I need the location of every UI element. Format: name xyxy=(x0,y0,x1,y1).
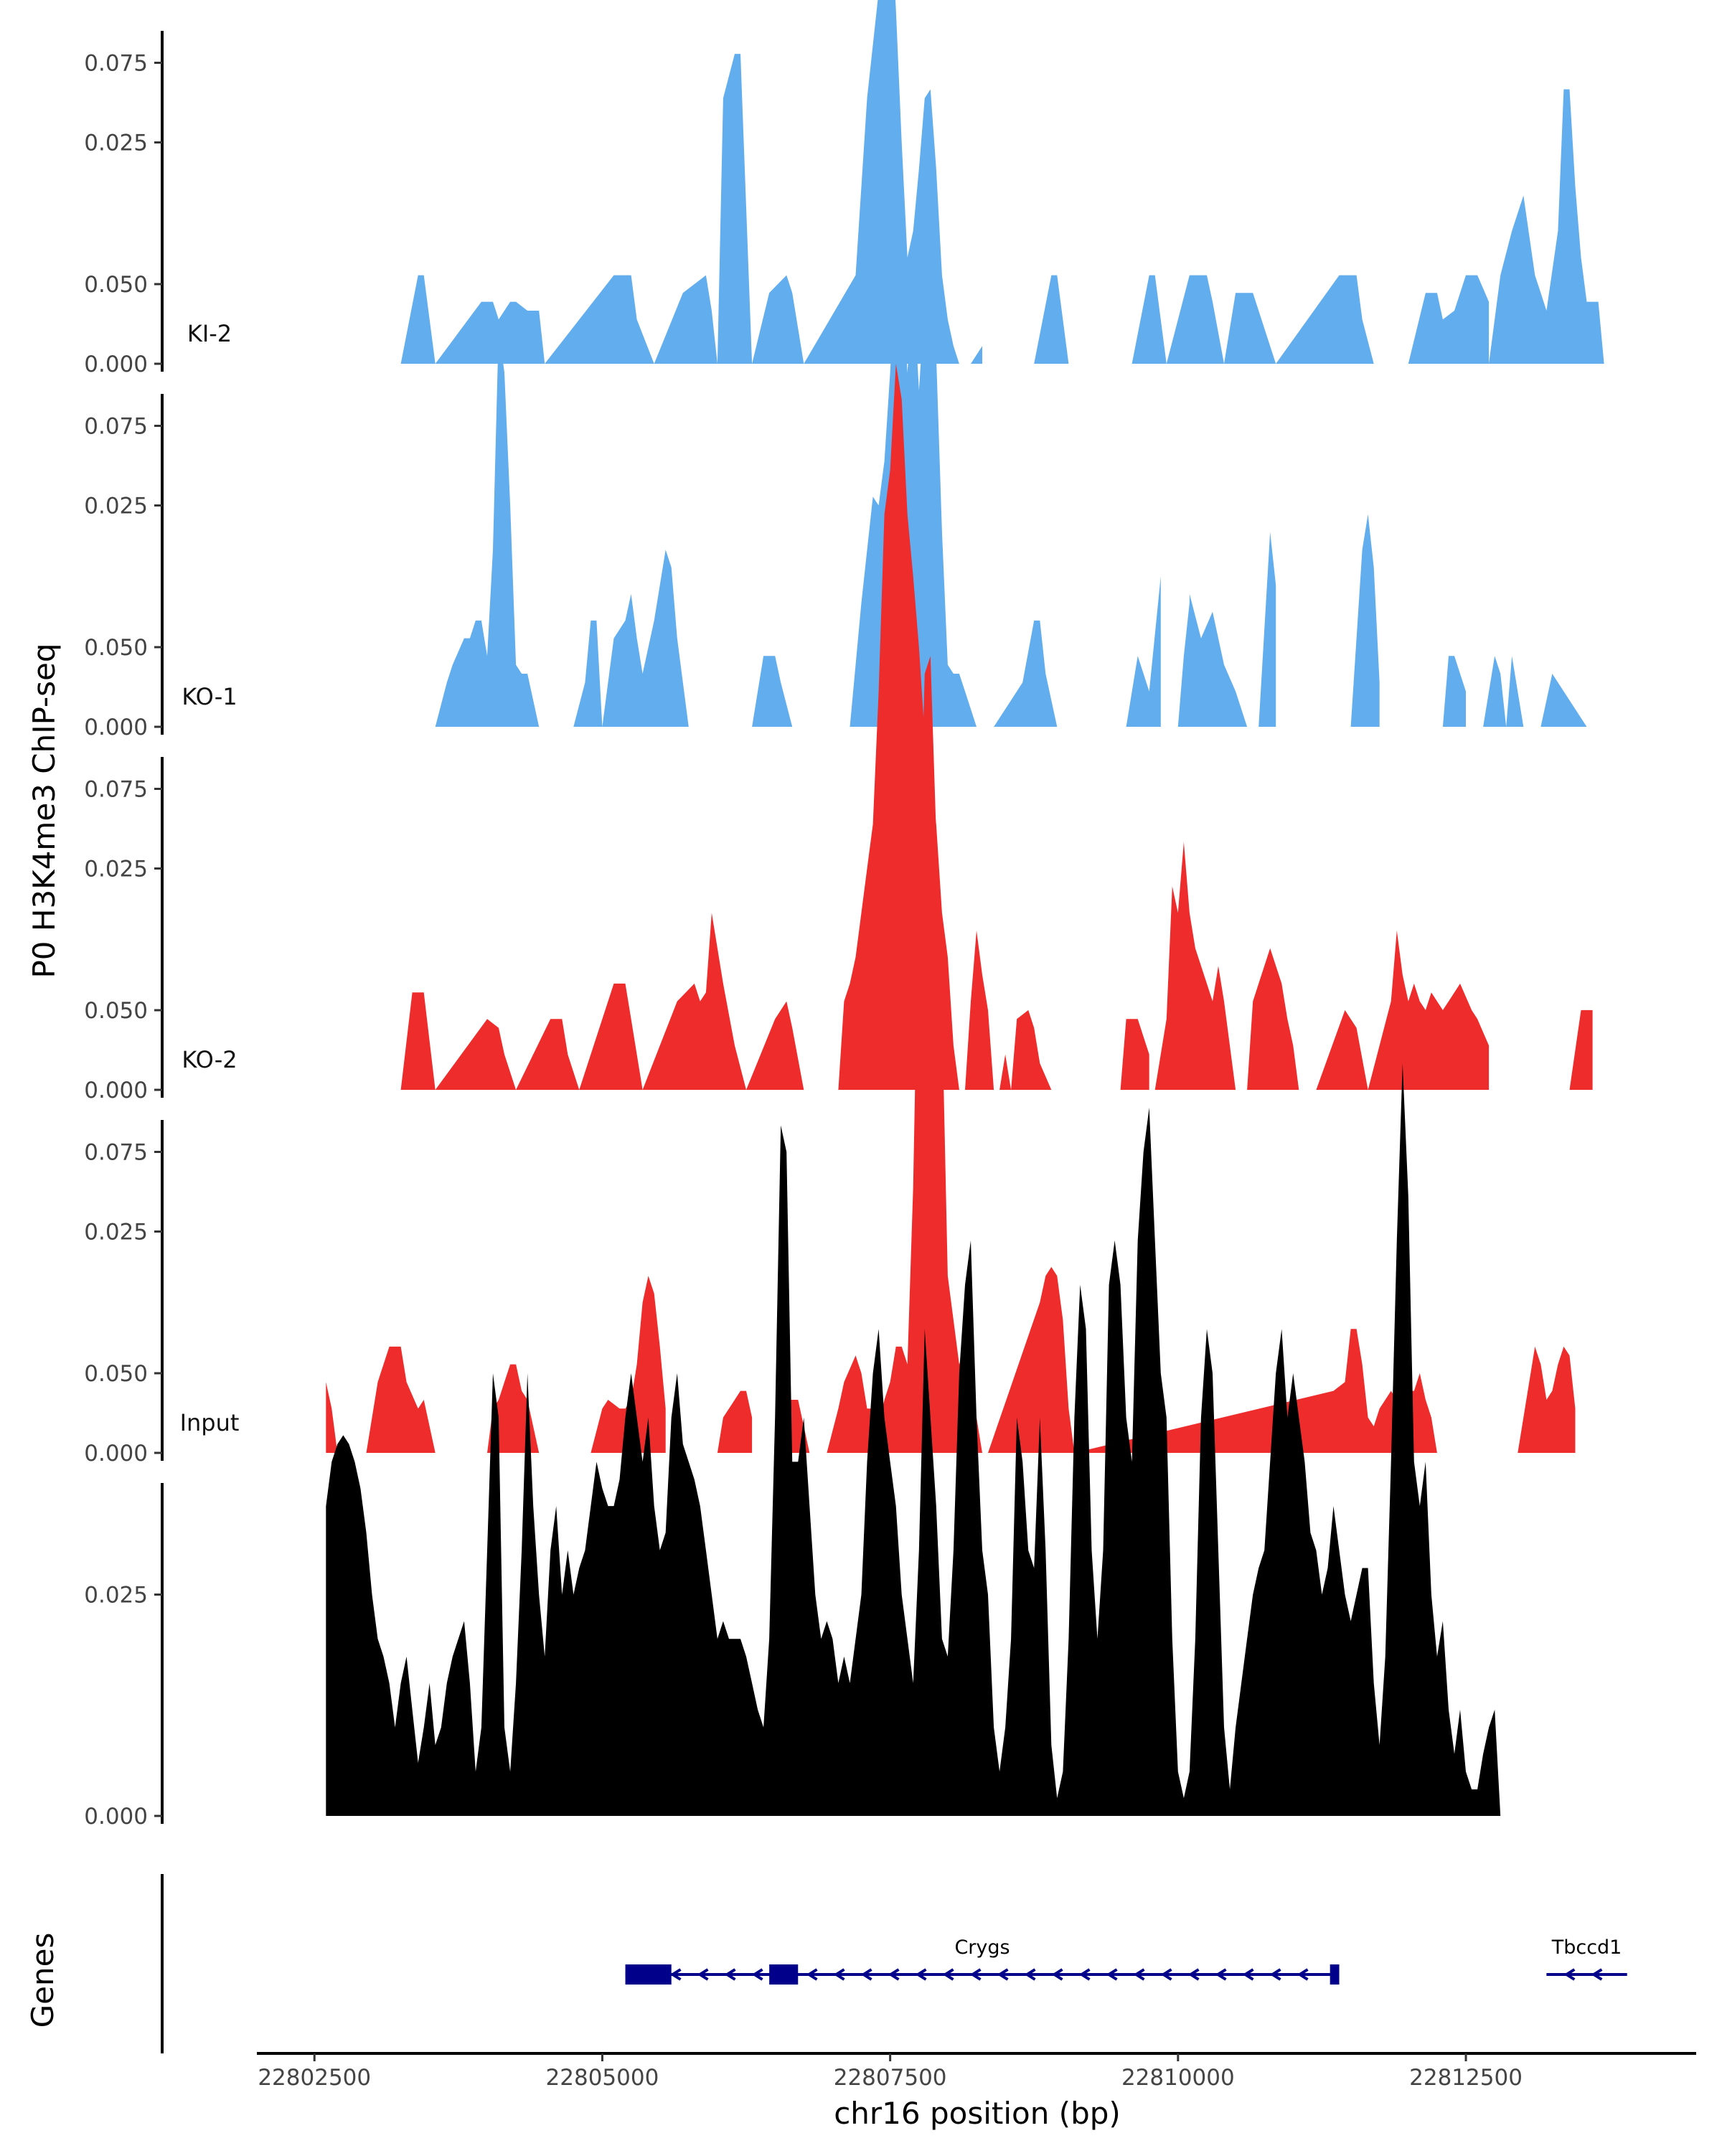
strand-chevron xyxy=(1024,1968,1036,1981)
y-tick-label: 0.025 xyxy=(84,1220,148,1246)
strand-chevron xyxy=(1078,1968,1091,1981)
y-tick-label: 0.050 xyxy=(84,1361,148,1387)
x-tick-label: 22807500 xyxy=(834,2065,947,2091)
gene-crygs: Crygs xyxy=(625,1936,1340,1985)
track-label: Input xyxy=(180,1409,240,1436)
genes-axis-title: Genes xyxy=(25,1933,60,2028)
strand-chevron xyxy=(1242,1968,1254,1981)
strand-chevron xyxy=(997,1968,1009,1981)
strand-chevron xyxy=(724,1968,736,1981)
y-tick-label: 0.050 xyxy=(84,272,148,298)
y-tick-label: 0.025 xyxy=(84,131,148,156)
y-tick-label: 0.075 xyxy=(84,414,148,440)
strand-chevron xyxy=(969,1968,982,1981)
y-tick-label: 0.050 xyxy=(84,635,148,661)
track-ko-2: 0.000 0.025 0.050 0.075 KO-2 xyxy=(84,656,1576,1467)
x-tick-label: 22802500 xyxy=(258,2065,371,2091)
strand-chevron xyxy=(697,1968,709,1981)
x-tick-label: 22810000 xyxy=(1121,2065,1235,2091)
gene-name-label: Crygs xyxy=(954,1936,1010,1959)
y-tick-label: 0.000 xyxy=(84,352,148,377)
coverage-area-ko-1 xyxy=(400,364,1593,1091)
strand-chevron xyxy=(915,1968,927,1981)
gene-tbccd1: Tbccd1 xyxy=(1546,1936,1627,1981)
strand-chevron xyxy=(1269,1968,1281,1981)
y-tick-label: 0.000 xyxy=(84,1441,148,1467)
coverage-area-input xyxy=(326,1063,1507,1816)
strand-chevron xyxy=(1215,1968,1227,1981)
strand-chevron xyxy=(942,1968,954,1981)
strand-chevron xyxy=(751,1968,763,1981)
y-tick-label: 0.000 xyxy=(84,715,148,740)
strand-chevron xyxy=(669,1968,682,1981)
strand-chevron xyxy=(806,1968,818,1981)
track-ki-2: 0.000 0.025 0.050 0.075 KI-2 xyxy=(84,51,1616,740)
strand-chevron xyxy=(888,1968,900,1981)
x-axis-title: chr16 position (bp) xyxy=(834,2096,1121,2131)
y-tick-label: 0.025 xyxy=(84,1583,148,1609)
strand-chevron xyxy=(1133,1968,1145,1981)
coverage-area-ki-2 xyxy=(435,266,1616,727)
coverage-area-ki-1 xyxy=(400,0,1616,364)
strand-chevron xyxy=(1106,1968,1118,1981)
strand-chevron xyxy=(1160,1968,1172,1981)
y-tick-label: 0.025 xyxy=(84,494,148,519)
strand-chevron xyxy=(1187,1968,1200,1981)
strand-chevron xyxy=(860,1968,872,1981)
strand-chevron xyxy=(1563,1968,1576,1981)
x-axis: 22802500 22805000 22807500 22810000 22812500 xyxy=(257,2052,1696,2091)
y-axis-title: P0 H3K4me3 ChIP-seq xyxy=(27,643,62,978)
y-tick-label: 0.075 xyxy=(84,51,148,77)
y-tick-label: 0.075 xyxy=(84,777,148,803)
track-input: 0.000 0.025 0.050 0.075 Input xyxy=(84,1063,1507,1830)
gene-model-group: Crygs Tbccd1 xyxy=(161,1874,1627,2053)
y-tick-label: 0.000 xyxy=(84,1078,148,1103)
tracks-group: 0.0000.0250.0500.075KI-10.0000.0250.0500… xyxy=(84,0,1616,1830)
track-label: KO-1 xyxy=(182,683,237,710)
exon xyxy=(769,1964,799,1985)
exon xyxy=(1330,1964,1340,1985)
track-label: KI-2 xyxy=(187,320,232,347)
exon xyxy=(625,1964,672,1985)
y-tick-label: 0.050 xyxy=(84,998,148,1024)
strand-chevron xyxy=(1297,1968,1309,1981)
y-tick-label: 0.000 xyxy=(84,1804,148,1830)
gene-name-label: Tbccd1 xyxy=(1551,1936,1622,1959)
strand-chevron xyxy=(1591,1968,1603,1981)
x-tick-label: 22812500 xyxy=(1409,2065,1523,2091)
y-tick-label: 0.075 xyxy=(84,1140,148,1166)
strand-chevron xyxy=(833,1968,845,1981)
track-ko-1: 0.000 0.025 0.050 0.075 KO-1 xyxy=(84,364,1593,1103)
x-tick-label: 22805000 xyxy=(546,2065,659,2091)
strand-chevron xyxy=(1051,1968,1063,1981)
track-label: KO-2 xyxy=(182,1046,237,1073)
y-tick-label: 0.025 xyxy=(84,857,148,882)
